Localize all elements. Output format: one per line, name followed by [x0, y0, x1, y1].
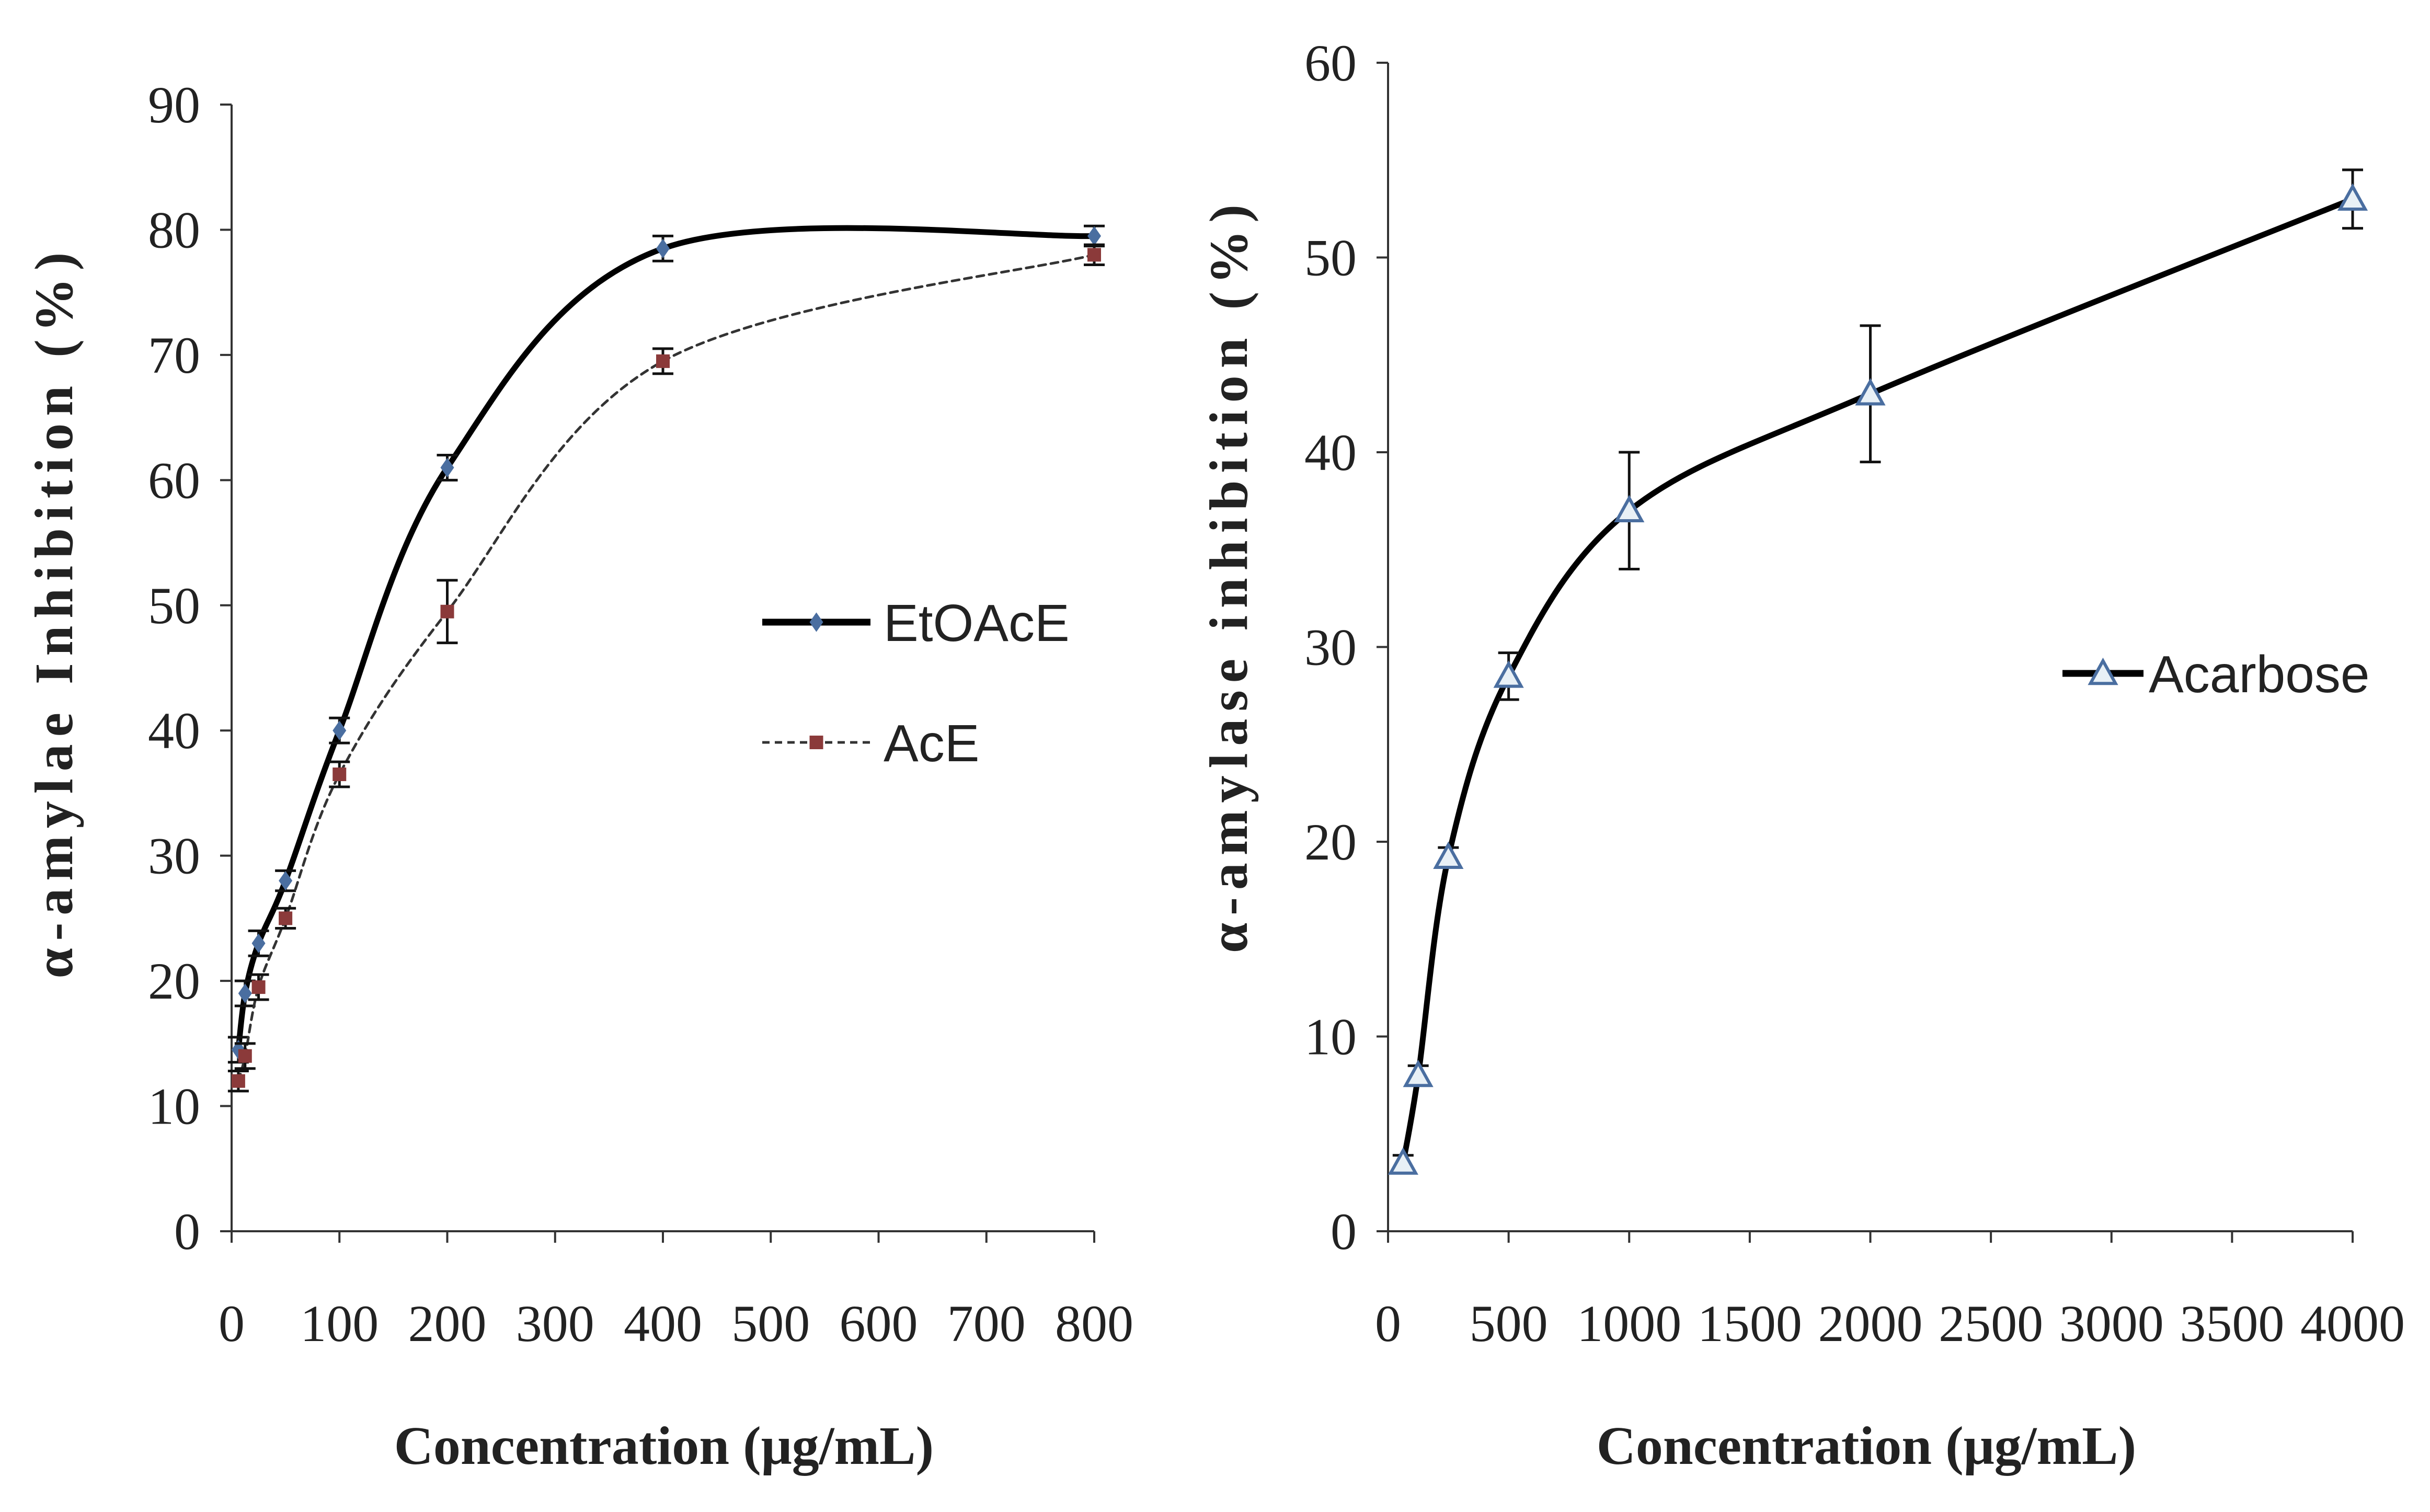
- data-point: [251, 933, 266, 953]
- x-tick-label: 500: [1470, 1295, 1548, 1353]
- data-point: [1403, 1059, 1434, 1087]
- y-tick-label: 20: [1304, 813, 1357, 871]
- data-point: [656, 354, 670, 368]
- x-tick-label: 1500: [1698, 1295, 1802, 1353]
- series-etoace: [227, 224, 1105, 1064]
- data-point: [1614, 495, 1645, 522]
- x-tick-label: 500: [731, 1295, 810, 1353]
- y-tick-label: 50: [148, 577, 200, 635]
- data-point: [656, 238, 670, 258]
- y-tick-label: 30: [1304, 618, 1357, 677]
- y-tick-label: 40: [1304, 423, 1357, 482]
- x-tick-label: 400: [624, 1295, 702, 1353]
- data-point: [1087, 248, 1101, 262]
- y-axis-title: α-amylase inhibition (%): [1199, 197, 1259, 953]
- legend-label: AcE: [884, 714, 979, 773]
- chart-left: 0 10 20 30 40 50 60 70 80 90 0 100 200 300 400 500 600 70…: [24, 76, 1133, 1476]
- data-point: [279, 870, 293, 891]
- legend-entry-ace: AcE: [762, 714, 979, 773]
- x-axis-title: Concentration (μg/mL): [1597, 1416, 2136, 1476]
- data-point: [231, 1074, 245, 1088]
- y-tick-label: 20: [148, 952, 200, 1010]
- y-tick-label: 80: [148, 201, 200, 259]
- y-tick-label: 50: [1304, 229, 1357, 287]
- series-ace: [227, 243, 1105, 1093]
- x-tick-label: 0: [1375, 1295, 1401, 1353]
- data-point: [440, 457, 454, 478]
- y-tick-label: 40: [148, 702, 200, 760]
- x-tick-label: 1000: [1577, 1295, 1681, 1353]
- legend-label: Acarbose: [2149, 645, 2369, 704]
- y-tick-label: 90: [148, 76, 200, 134]
- y-axis-title: α-amylae Inhibition (%): [24, 245, 84, 979]
- data-point: [238, 1049, 252, 1063]
- x-tick-label: 700: [947, 1295, 1026, 1353]
- legend-swatch-marker: [809, 736, 823, 749]
- data-point: [238, 983, 252, 1003]
- x-tick-label: 2500: [1939, 1295, 2043, 1353]
- legend-label: EtOAcE: [884, 594, 1070, 652]
- data-point: [1855, 378, 1886, 406]
- legend-entry-acarbose: Acarbose: [2062, 645, 2369, 704]
- data-point: [1433, 841, 1464, 869]
- y-tick-label: 70: [148, 326, 200, 384]
- data-point: [1388, 1147, 1418, 1175]
- x-tick-label: 0: [219, 1295, 245, 1353]
- data-point: [333, 720, 347, 740]
- series-line: [1400, 196, 2356, 1166]
- y-tick-label: 10: [148, 1078, 200, 1136]
- legend-swatch-marker: [2088, 657, 2118, 685]
- legend-swatch-marker: [809, 612, 823, 632]
- chart-right: 0 10 20 30 40 50 60 0 500 1000 1500 2000 2500 3000 350…: [1199, 34, 2405, 1476]
- data-point: [2337, 183, 2368, 211]
- y-tick-label: 0: [1331, 1202, 1357, 1261]
- data-point: [1493, 660, 1524, 688]
- data-point: [251, 980, 266, 994]
- y-tick-label: 30: [148, 827, 200, 885]
- x-tick-label: 2000: [1818, 1295, 1923, 1353]
- data-point: [440, 604, 454, 618]
- x-tick-label: 3000: [2059, 1295, 2164, 1353]
- y-tick-label: 60: [148, 451, 200, 509]
- legend-entry-etoace: EtOAcE: [762, 594, 1070, 652]
- data-point: [333, 768, 347, 782]
- x-tick-label: 800: [1055, 1295, 1133, 1353]
- y-tick-label: 0: [174, 1202, 200, 1261]
- x-tick-label: 300: [516, 1295, 594, 1353]
- x-tick-label: 600: [840, 1295, 918, 1353]
- x-axis-title: Concentration (μg/mL): [394, 1416, 934, 1476]
- x-tick-label: 200: [408, 1295, 487, 1353]
- x-tick-label: 4000: [2300, 1295, 2405, 1353]
- data-point: [279, 911, 293, 925]
- x-tick-label: 100: [300, 1295, 379, 1353]
- y-tick-label: 10: [1304, 1008, 1357, 1066]
- x-tick-label: 3500: [2180, 1295, 2284, 1353]
- y-tick-label: 60: [1304, 34, 1357, 92]
- series-acarbose: [1388, 168, 2368, 1175]
